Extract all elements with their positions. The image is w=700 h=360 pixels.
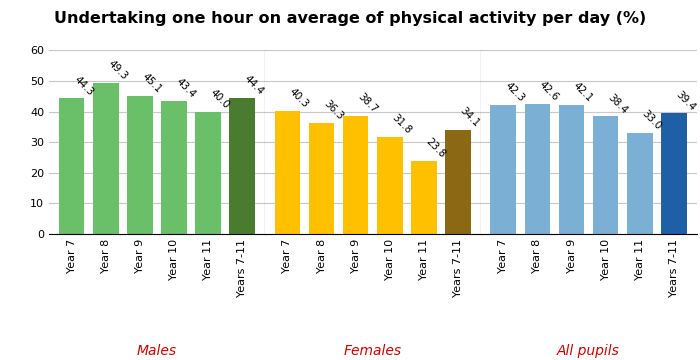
Bar (195, 112, 221, 234)
Bar (59, 98, 85, 234)
Text: Females: Females (344, 344, 402, 358)
Bar (593, 117, 618, 234)
Text: 34.1: 34.1 (458, 105, 482, 129)
Text: 44.4: 44.4 (242, 74, 266, 97)
Bar (274, 111, 300, 234)
Bar (411, 161, 437, 234)
Text: Males: Males (137, 344, 177, 358)
Text: 31.8: 31.8 (390, 112, 413, 136)
Bar (230, 98, 255, 234)
Bar (343, 116, 368, 234)
Bar (93, 83, 118, 234)
Bar (127, 96, 153, 234)
Text: 49.3: 49.3 (106, 59, 130, 82)
Text: 39.4: 39.4 (674, 89, 697, 113)
Bar (524, 104, 550, 234)
Text: All pupils: All pupils (557, 344, 620, 358)
Text: 40.0: 40.0 (208, 87, 232, 111)
Bar (309, 123, 335, 234)
Bar (661, 113, 687, 234)
Bar (377, 137, 402, 234)
Text: 44.3: 44.3 (71, 74, 95, 98)
Bar (627, 133, 652, 234)
Text: Undertaking one hour on average of physical activity per day (%): Undertaking one hour on average of physi… (54, 11, 646, 26)
Text: 23.8: 23.8 (424, 137, 447, 160)
Bar (559, 105, 584, 234)
Text: 43.4: 43.4 (174, 77, 197, 100)
Text: 38.4: 38.4 (606, 92, 629, 116)
Text: 38.7: 38.7 (356, 91, 379, 114)
Bar (161, 101, 187, 234)
Text: 33.0: 33.0 (640, 109, 663, 132)
Text: 42.3: 42.3 (503, 80, 527, 104)
Text: 42.6: 42.6 (538, 79, 561, 103)
Text: 36.3: 36.3 (321, 99, 345, 122)
Text: 42.1: 42.1 (571, 81, 595, 104)
Bar (445, 130, 471, 234)
Text: 45.1: 45.1 (140, 72, 163, 95)
Bar (491, 104, 516, 234)
Text: 40.3: 40.3 (288, 86, 311, 110)
